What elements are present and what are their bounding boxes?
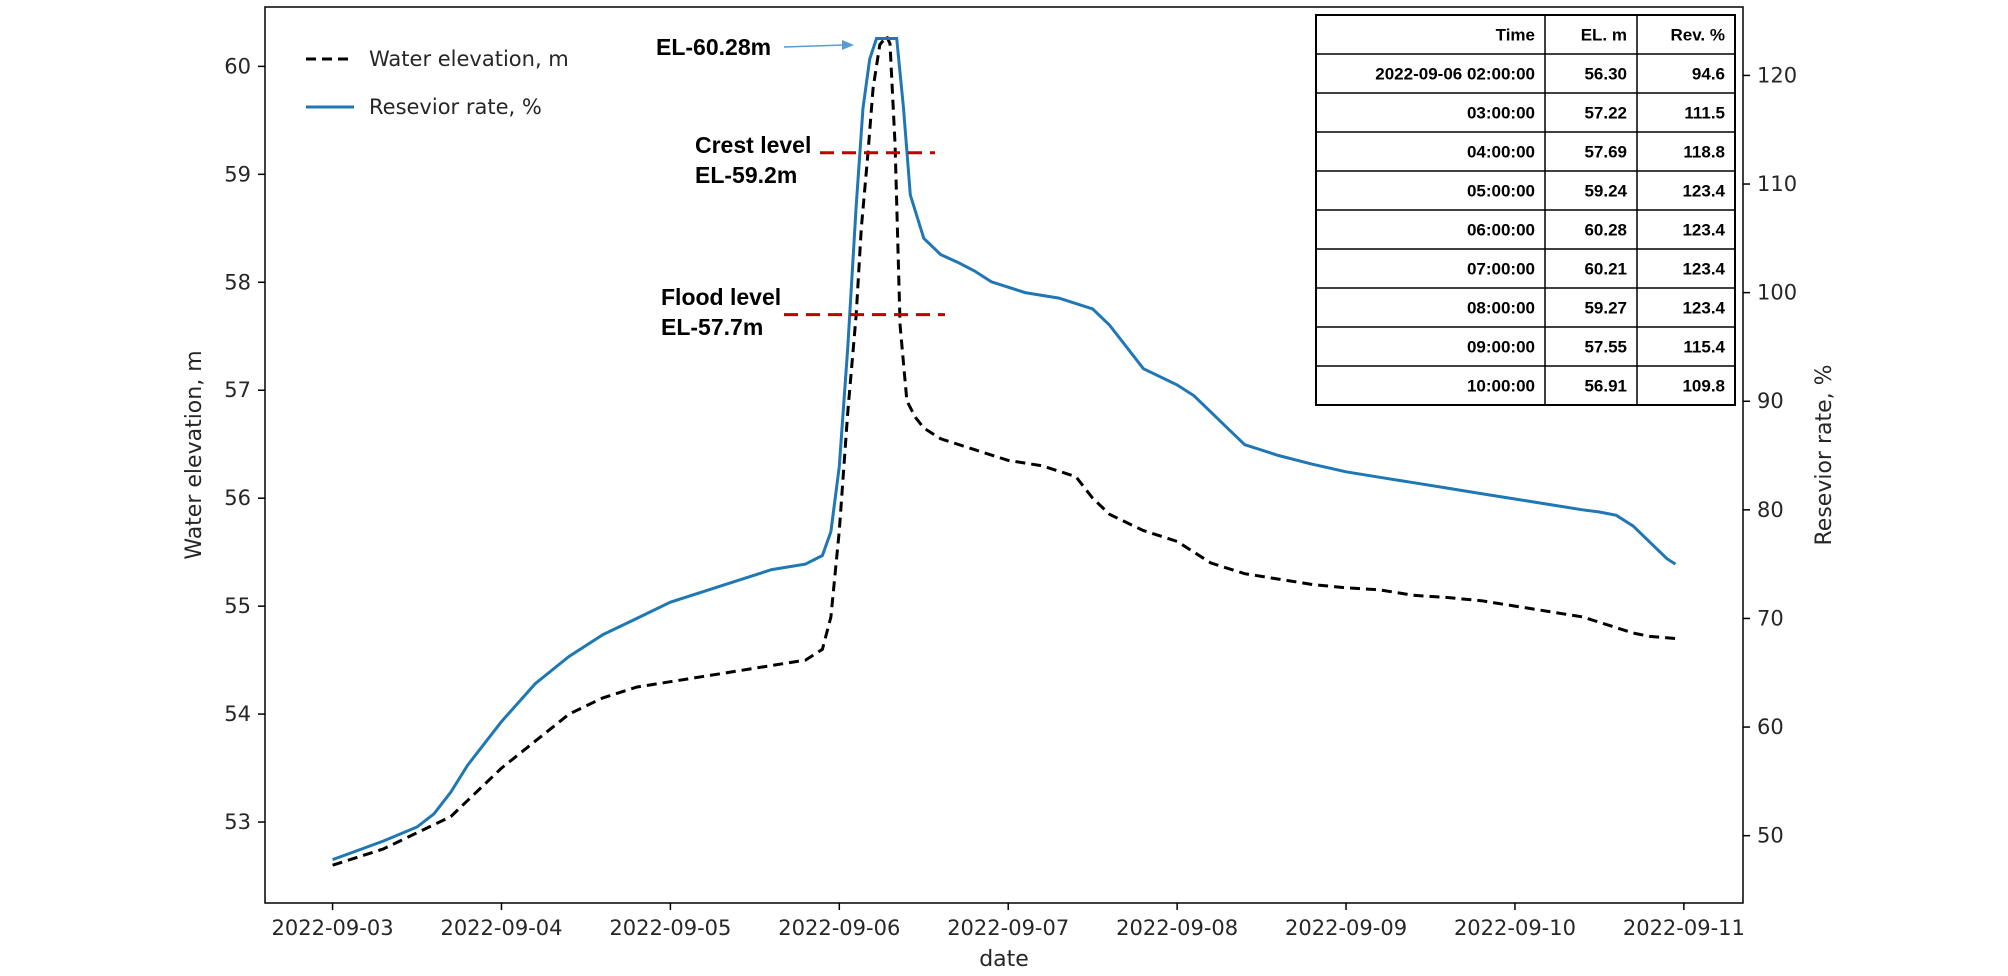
y-left-tick-label: 55 [224, 594, 251, 618]
table-cell: 94.6 [1692, 65, 1725, 84]
table-cell: 10:00:00 [1467, 377, 1535, 396]
table-cell: 57.55 [1584, 338, 1627, 357]
series-line-water-elevation [332, 33, 1676, 867]
y-left-tick-label: 53 [224, 810, 251, 834]
x-tick-label: 2022-09-09 [1285, 916, 1407, 940]
table-cell: 59.27 [1584, 299, 1627, 318]
x-tick-label: 2022-09-08 [1116, 916, 1238, 940]
table-cell: 05:00:00 [1467, 182, 1535, 201]
legend-label-water-elevation: Water elevation, m [369, 47, 569, 71]
y-right-tick-label: 110 [1757, 172, 1797, 196]
table-cell: 04:00:00 [1467, 143, 1535, 162]
y-left-tick-label: 58 [224, 270, 251, 294]
y-right-tick-label: 60 [1757, 715, 1784, 739]
x-tick-label: 2022-09-04 [440, 916, 562, 940]
table-cell: 123.4 [1682, 182, 1725, 201]
table-cell: 109.8 [1682, 377, 1725, 396]
x-tick-label: 2022-09-06 [778, 916, 900, 940]
y-axis-right-title: Resevior rate, % [1812, 364, 1837, 545]
table-cell: 09:00:00 [1467, 338, 1535, 357]
annotation-peak-arrow [783, 44, 845, 48]
x-axis-title: date [979, 947, 1029, 972]
y-left-tick-label: 60 [224, 54, 251, 78]
y-left-tick-label: 54 [224, 702, 251, 726]
table-cell: 111.5 [1684, 104, 1725, 123]
table-cell: 118.8 [1683, 143, 1725, 162]
table-cell: 123.4 [1682, 221, 1725, 240]
x-tick-label: 2022-09-05 [609, 916, 731, 940]
table-cell: 2022-09-06 02:00:00 [1375, 65, 1535, 84]
y-right-tick-label: 50 [1757, 824, 1784, 848]
table-cell: 57.69 [1584, 143, 1627, 162]
y-left-tick-label: 59 [224, 162, 251, 186]
table-cell: 123.4 [1682, 260, 1725, 279]
table-cell: 06:00:00 [1467, 221, 1535, 240]
y-right-tick-label: 70 [1757, 606, 1784, 630]
x-tick-label: 2022-09-11 [1623, 916, 1745, 940]
annotation-crest-label: Crest level [695, 132, 811, 158]
y-axis-right: 50 60 70 80 90 100 110 120 [1743, 63, 1797, 848]
table-cell: 07:00:00 [1467, 260, 1535, 279]
table-cell: 08:00:00 [1467, 299, 1535, 318]
x-tick-label: 2022-09-07 [947, 916, 1069, 940]
annotation-crest-value: EL-59.2m [695, 162, 797, 188]
table-header-cell: Rev. % [1671, 26, 1726, 45]
annotation-crest: Crest level EL-59.2m [695, 132, 811, 188]
table-cell: 56.91 [1584, 377, 1627, 396]
table-cell: 03:00:00 [1467, 104, 1535, 123]
table-cell: 56.30 [1584, 65, 1627, 84]
table-cell: 123.4 [1682, 299, 1725, 318]
y-axis-left-title: Water elevation, m [182, 350, 207, 559]
annotation-flood: Flood level EL-57.7m [661, 284, 781, 340]
legend-label-reservoir-rate: Resevior rate, % [369, 95, 542, 119]
y-right-tick-label: 120 [1757, 63, 1797, 87]
legend: Water elevation, m Resevior rate, % [306, 47, 569, 119]
annotation-peak-arrowhead [842, 40, 854, 50]
annotation-flood-label: Flood level [661, 284, 781, 310]
y-right-tick-label: 100 [1757, 281, 1797, 305]
y-axis-left: 53 54 55 56 57 58 59 60 [224, 54, 265, 834]
series-line-reservoir-rate [332, 37, 1677, 862]
annotation-peak-label: EL-60.28m [656, 34, 771, 60]
table-cell: 59.24 [1584, 182, 1627, 201]
x-tick-label: 2022-09-10 [1454, 916, 1576, 940]
annotation-flood-value: EL-57.7m [661, 314, 763, 340]
table-header-cell: Time [1496, 26, 1535, 45]
x-tick-label: 2022-09-03 [272, 916, 394, 940]
y-left-tick-label: 56 [224, 486, 251, 510]
table-cell: 60.21 [1584, 260, 1627, 279]
table-cell: 115.4 [1683, 338, 1725, 357]
y-right-tick-label: 80 [1757, 498, 1784, 522]
table-header-cell: EL. m [1581, 26, 1627, 45]
y-right-tick-label: 90 [1757, 389, 1784, 413]
table-cell: 60.28 [1584, 221, 1627, 240]
annotation-peak: EL-60.28m [656, 34, 854, 60]
y-left-tick-label: 57 [224, 378, 251, 402]
x-axis: 2022-09-03 2022-09-04 2022-09-05 2022-09-06… [272, 903, 1745, 940]
data-table: Time EL. m Rev. % 2022-09-06 02:00:00 56.30 9… [1315, 14, 1736, 406]
table-cell: 57.22 [1584, 104, 1627, 123]
